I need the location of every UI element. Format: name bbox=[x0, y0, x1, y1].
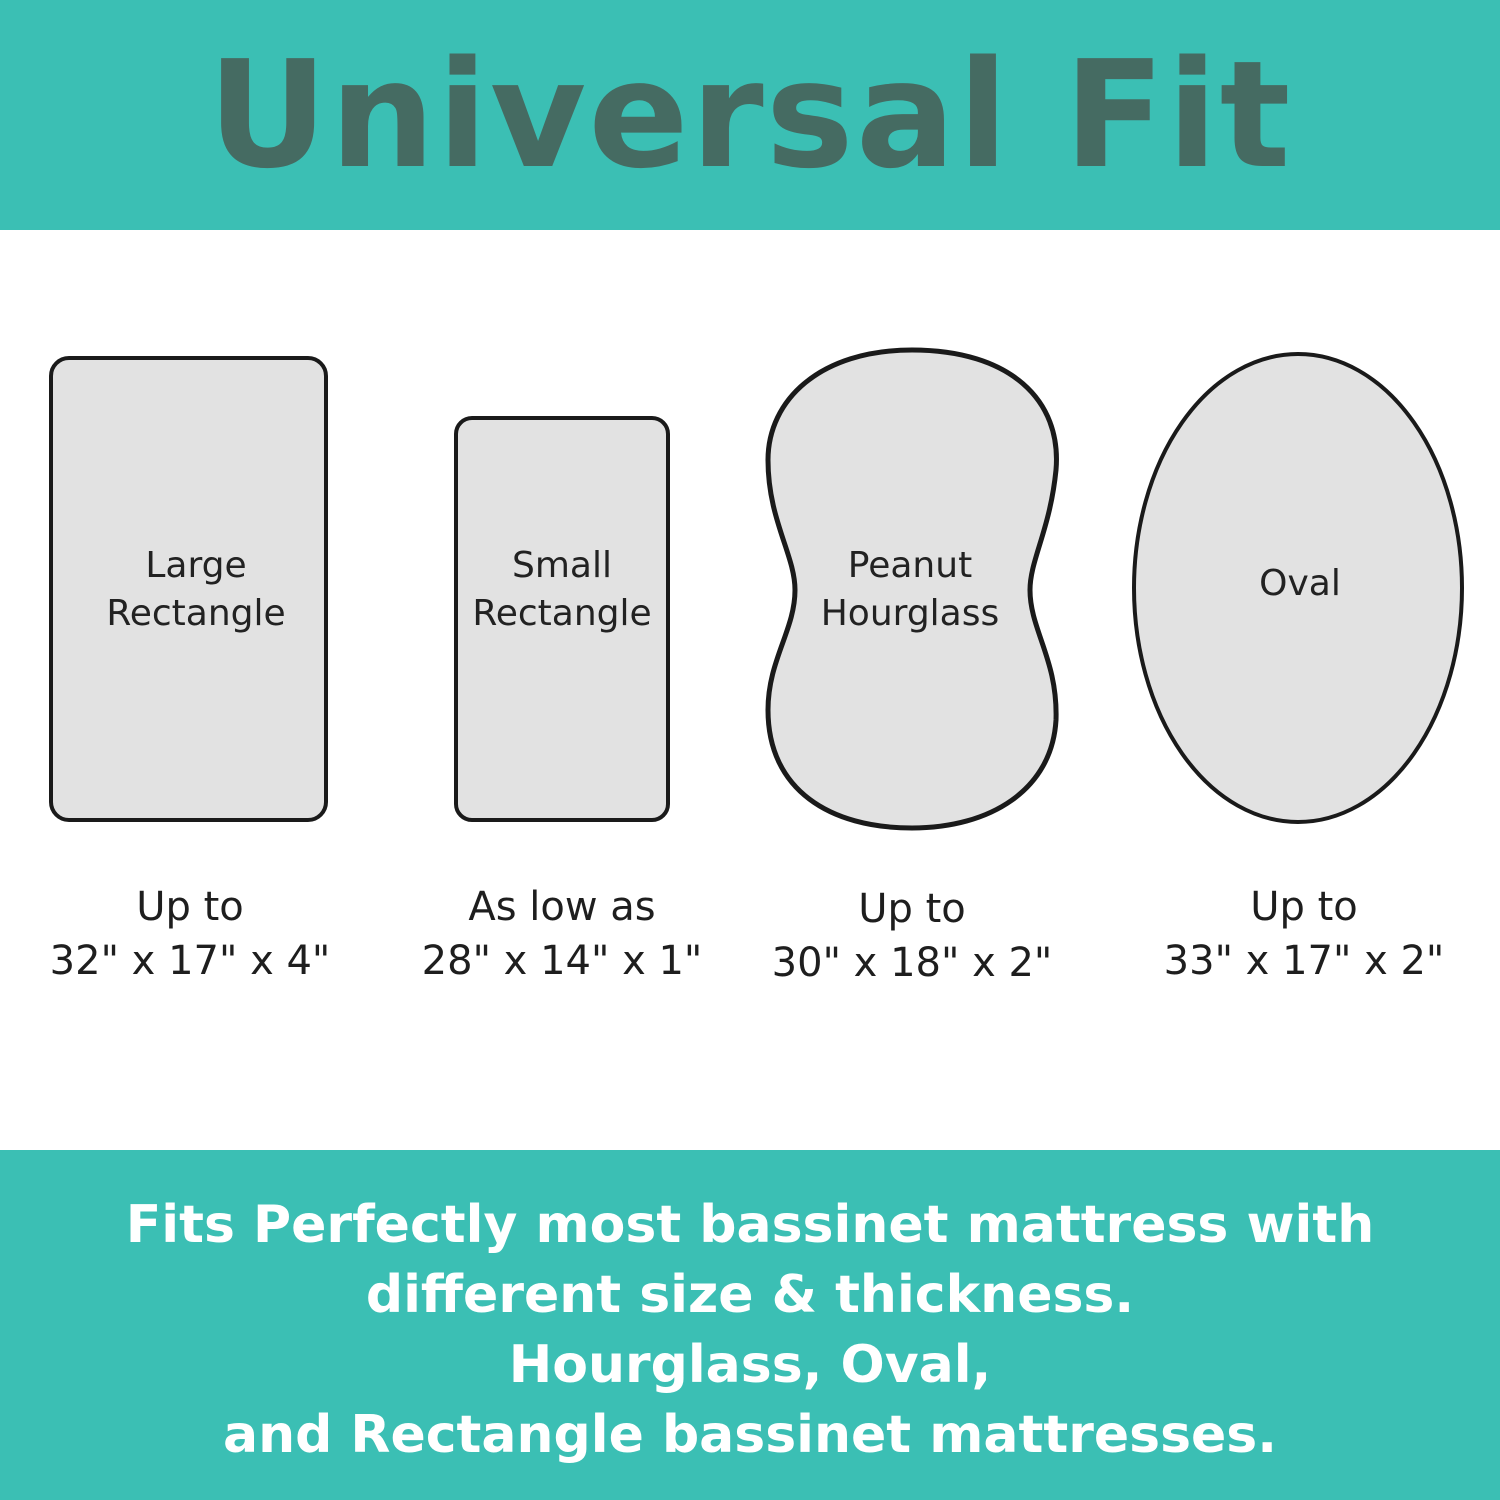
footer-text: Fits Perfectly most bassinet mattress wi… bbox=[0, 1190, 1500, 1470]
peanut-hourglass-dims: Up to 30" x 18" x 2" bbox=[732, 882, 1092, 990]
dims-prefix: Up to bbox=[136, 884, 244, 930]
label-line: Rectangle bbox=[106, 593, 286, 634]
small-rectangle-shape bbox=[454, 416, 670, 822]
large-rectangle-dims: Up to 32" x 17" x 4" bbox=[10, 880, 370, 988]
dims-value: 33" x 17" x 2" bbox=[1163, 938, 1445, 984]
peanut-hourglass-label: Peanut Hourglass bbox=[780, 542, 1040, 638]
footer-line: different size & thickness. bbox=[365, 1265, 1135, 1325]
footer-line: Hourglass, Oval, bbox=[508, 1335, 992, 1395]
label-line: Hourglass bbox=[820, 593, 1000, 634]
small-rectangle-label: Small Rectangle bbox=[456, 542, 668, 638]
dims-value: 28" x 14" x 1" bbox=[421, 938, 703, 984]
large-rectangle-shape bbox=[49, 356, 328, 822]
footer-band bbox=[0, 1150, 1500, 1500]
oval-label: Oval bbox=[1150, 560, 1450, 608]
dims-prefix: Up to bbox=[1250, 884, 1358, 930]
label-line: Peanut bbox=[847, 545, 973, 586]
header-band bbox=[0, 0, 1500, 230]
label-line: Rectangle bbox=[472, 593, 652, 634]
small-rectangle-dims: As low as 28" x 14" x 1" bbox=[382, 880, 742, 988]
dims-prefix: Up to bbox=[858, 886, 966, 932]
label-line: Oval bbox=[1259, 563, 1341, 604]
large-rectangle-label: Large Rectangle bbox=[51, 542, 341, 638]
oval-shape bbox=[1132, 352, 1464, 824]
footer-line: Fits Perfectly most bassinet mattress wi… bbox=[125, 1195, 1375, 1255]
footer-line: and Rectangle bassinet mattresses. bbox=[222, 1405, 1277, 1465]
dims-value: 30" x 18" x 2" bbox=[771, 940, 1053, 986]
oval-dims: Up to 33" x 17" x 2" bbox=[1124, 880, 1484, 988]
label-line: Large bbox=[145, 545, 247, 586]
label-line: Small bbox=[512, 545, 612, 586]
page-title: Universal Fit bbox=[207, 29, 1293, 201]
peanut-hourglass-shape bbox=[765, 347, 1059, 831]
dims-value: 32" x 17" x 4" bbox=[49, 938, 331, 984]
dims-prefix: As low as bbox=[468, 884, 656, 930]
